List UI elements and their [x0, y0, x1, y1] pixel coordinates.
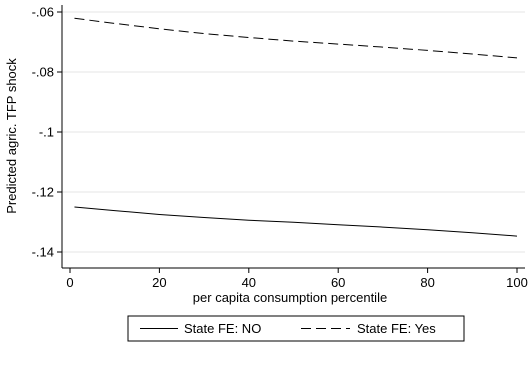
x-tick-label: 60 — [331, 275, 345, 290]
x-tick-label: 0 — [66, 275, 73, 290]
axis-ticks: -.14 -.12 -.1 -.08 -.06 0 20 40 60 80 100 — [32, 5, 528, 291]
y-tick-label: -.14 — [32, 245, 54, 260]
series-lines — [74, 17, 518, 237]
y-tick-label: -.1 — [39, 125, 54, 140]
x-tick-label: 100 — [506, 275, 528, 290]
legend-box — [127, 315, 465, 342]
legend-label-state-fe-yes: State FE: Yes — [357, 321, 436, 336]
x-tick-label: 20 — [152, 275, 166, 290]
gridlines — [62, 11, 525, 253]
y-tick-label: -.12 — [32, 185, 54, 200]
axes — [61, 5, 525, 269]
x-axis-title: per capita consumption percentile — [193, 290, 387, 305]
y-tick-label: -.06 — [32, 5, 54, 20]
y-tick-label: -.08 — [32, 65, 54, 80]
x-tick-label: 40 — [242, 275, 256, 290]
y-axis-title: Predicted agric. TFP shock — [4, 58, 19, 214]
series-line-state-fe-yes — [74, 17, 518, 59]
legend: State FE: NO State FE: Yes — [127, 315, 465, 342]
legend-label-state-fe-no: State FE: NO — [184, 321, 261, 336]
x-tick-label: 80 — [420, 275, 434, 290]
series-line-state-fe-no — [74, 206, 518, 237]
